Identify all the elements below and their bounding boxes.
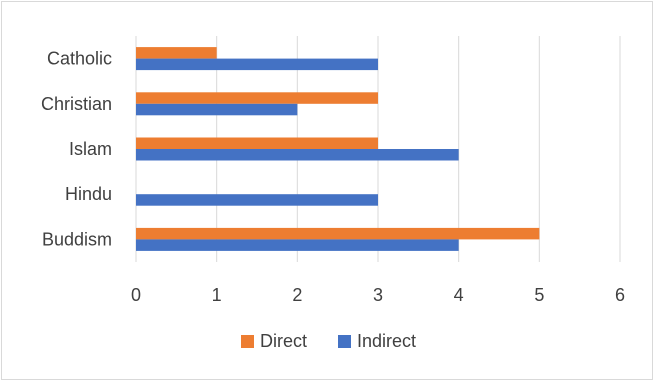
category-label: Christian	[41, 94, 112, 114]
bar-indirect-christian	[136, 103, 298, 116]
bar-indirect-islam	[136, 149, 459, 161]
category-label: Buddism	[42, 229, 112, 249]
bar-direct-catholic	[136, 47, 217, 59]
bar-direct-buddism	[136, 227, 540, 240]
legend-label-indirect: Indirect	[357, 331, 416, 351]
category-labels: Catholic Christian Islam Hindu Buddism	[41, 49, 112, 250]
bars	[136, 47, 540, 251]
bar-direct-islam	[136, 137, 378, 149]
category-label: Islam	[69, 139, 112, 159]
x-axis-ticks: 0 1 2 3 4 5 6	[131, 285, 625, 305]
x-tick-label: 4	[454, 285, 464, 305]
bar-direct-christian	[136, 92, 378, 104]
category-label: Catholic	[47, 49, 112, 69]
bar-indirect-hindu	[136, 194, 378, 206]
legend-swatch-indirect	[338, 335, 351, 348]
x-tick-label: 3	[373, 285, 383, 305]
x-tick-label: 5	[534, 285, 544, 305]
bar-indirect-buddism	[136, 239, 459, 251]
x-tick-label: 0	[131, 285, 141, 305]
bar-indirect-catholic	[136, 58, 378, 71]
x-tick-label: 6	[615, 285, 625, 305]
legend-swatch-direct	[241, 335, 254, 348]
x-tick-label: 1	[212, 285, 222, 305]
legend: Direct Indirect	[241, 331, 416, 351]
legend-label-direct: Direct	[260, 331, 307, 351]
category-label: Hindu	[65, 184, 112, 204]
x-tick-label: 2	[292, 285, 302, 305]
